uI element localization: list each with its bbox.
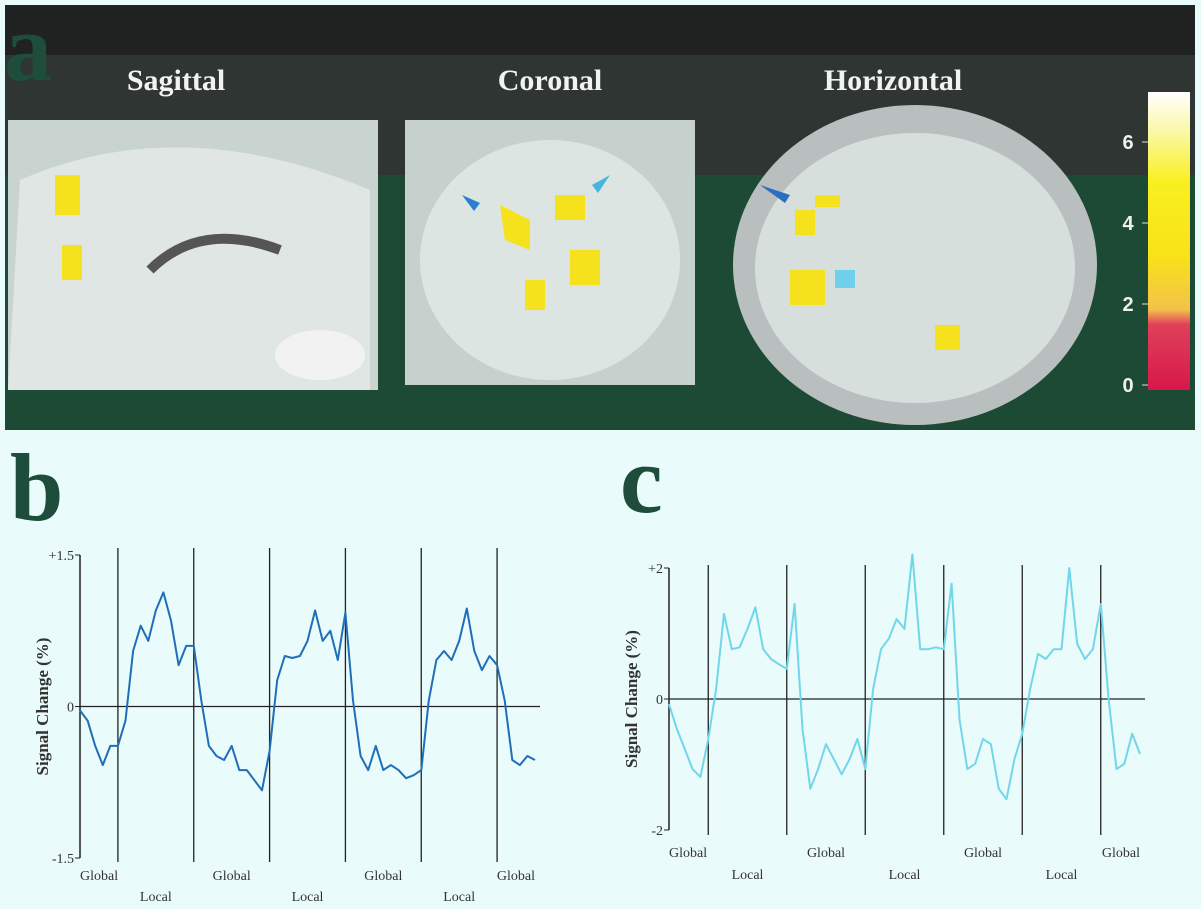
- y-tick-label: +1.5: [49, 549, 74, 564]
- panel-label: b: [10, 434, 63, 541]
- colorbar-tick-label: 4: [1122, 213, 1134, 235]
- colorbar-tick-label: 2: [1122, 294, 1133, 316]
- x-tick-label: Global: [213, 869, 251, 884]
- colorbar-tick-label: 0: [1122, 375, 1133, 397]
- y-axis-label: Signal Change (%): [622, 630, 641, 768]
- x-tick-label: Global: [497, 869, 535, 884]
- x-tick-label: Global: [669, 846, 707, 861]
- x-tick-label: Global: [364, 869, 402, 884]
- x-tick-label: Global: [80, 869, 118, 884]
- x-tick-label: Local: [732, 868, 764, 883]
- chart-panel: c Signal Change (%) +2 0 -2 Global Local Global…: [620, 426, 1145, 883]
- x-tick-label: Local: [292, 890, 324, 905]
- panel-label: c: [620, 426, 663, 533]
- horizontal-slice: [733, 105, 1097, 425]
- x-tick-label: Local: [443, 890, 475, 905]
- signal-line: [669, 554, 1140, 799]
- y-tick-label: 0: [656, 693, 663, 708]
- x-tick-label: Local: [140, 890, 172, 905]
- chart-panel: b Signal Change (%) +1.5 0 -1.5 Global Local Gl…: [10, 434, 540, 905]
- x-tick-label: Global: [964, 846, 1002, 861]
- panel-a: 0 2 4 6 a Sagittal Coronal Horizontal: [4, 0, 1195, 430]
- coronal-slice: [405, 120, 695, 385]
- colorbar: [1148, 92, 1190, 390]
- x-tick-label: Global: [807, 846, 845, 861]
- view-title: Coronal: [498, 64, 602, 97]
- y-tick-label: +2: [648, 562, 663, 577]
- sagittal-slice: [8, 120, 378, 390]
- y-tick-label: 0: [67, 701, 74, 716]
- panel-label: a: [4, 0, 52, 101]
- view-title: Horizontal: [824, 64, 962, 97]
- figure: 0 2 4 6 a Sagittal Coronal Horizontal b Sign…: [0, 0, 1201, 909]
- signal-line: [80, 592, 535, 790]
- y-axis-label: Signal Change (%): [33, 638, 52, 776]
- x-tick-label: Local: [1046, 868, 1078, 883]
- x-tick-label: Global: [1102, 846, 1140, 861]
- y-tick-label: -1.5: [52, 852, 74, 867]
- view-title: Sagittal: [127, 64, 225, 97]
- y-tick-label: -2: [651, 824, 663, 839]
- x-tick-label: Local: [889, 868, 921, 883]
- colorbar-tick-label: 6: [1122, 132, 1133, 154]
